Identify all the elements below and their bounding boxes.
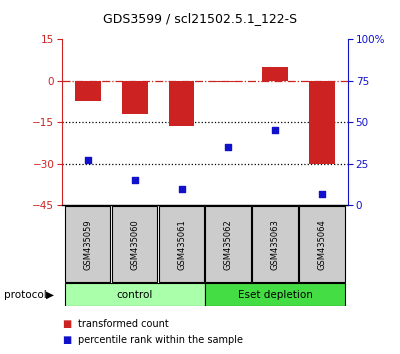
Bar <box>299 206 345 282</box>
Bar <box>262 67 288 81</box>
Bar <box>158 206 204 282</box>
Bar <box>112 206 157 282</box>
Text: GSM435060: GSM435060 <box>130 219 139 270</box>
Bar <box>65 283 204 306</box>
Text: GSM435063: GSM435063 <box>271 219 280 270</box>
Bar <box>122 81 148 114</box>
Text: GSM435062: GSM435062 <box>224 219 233 270</box>
Point <box>225 144 232 150</box>
Text: transformed count: transformed count <box>78 319 169 329</box>
Text: GDS3599 / scl21502.5.1_122-S: GDS3599 / scl21502.5.1_122-S <box>103 12 297 25</box>
Text: ▶: ▶ <box>46 290 54 299</box>
Bar <box>169 81 194 126</box>
Text: GSM435061: GSM435061 <box>177 219 186 270</box>
Bar <box>65 206 110 282</box>
Point <box>178 186 185 192</box>
Bar <box>206 283 345 306</box>
Text: control: control <box>116 290 153 300</box>
Point <box>319 191 326 196</box>
Text: GSM435064: GSM435064 <box>318 219 327 270</box>
Bar <box>252 206 298 282</box>
Bar <box>216 81 241 82</box>
Point <box>84 158 91 163</box>
Text: ■: ■ <box>62 319 71 329</box>
Text: ■: ■ <box>62 335 71 345</box>
Point <box>272 128 278 133</box>
Text: protocol: protocol <box>4 290 47 299</box>
Text: percentile rank within the sample: percentile rank within the sample <box>78 335 243 345</box>
Bar <box>75 81 101 101</box>
Text: GSM435059: GSM435059 <box>83 219 92 270</box>
Text: Eset depletion: Eset depletion <box>238 290 313 300</box>
Bar <box>309 81 335 164</box>
Point <box>132 178 138 183</box>
Bar <box>206 206 251 282</box>
